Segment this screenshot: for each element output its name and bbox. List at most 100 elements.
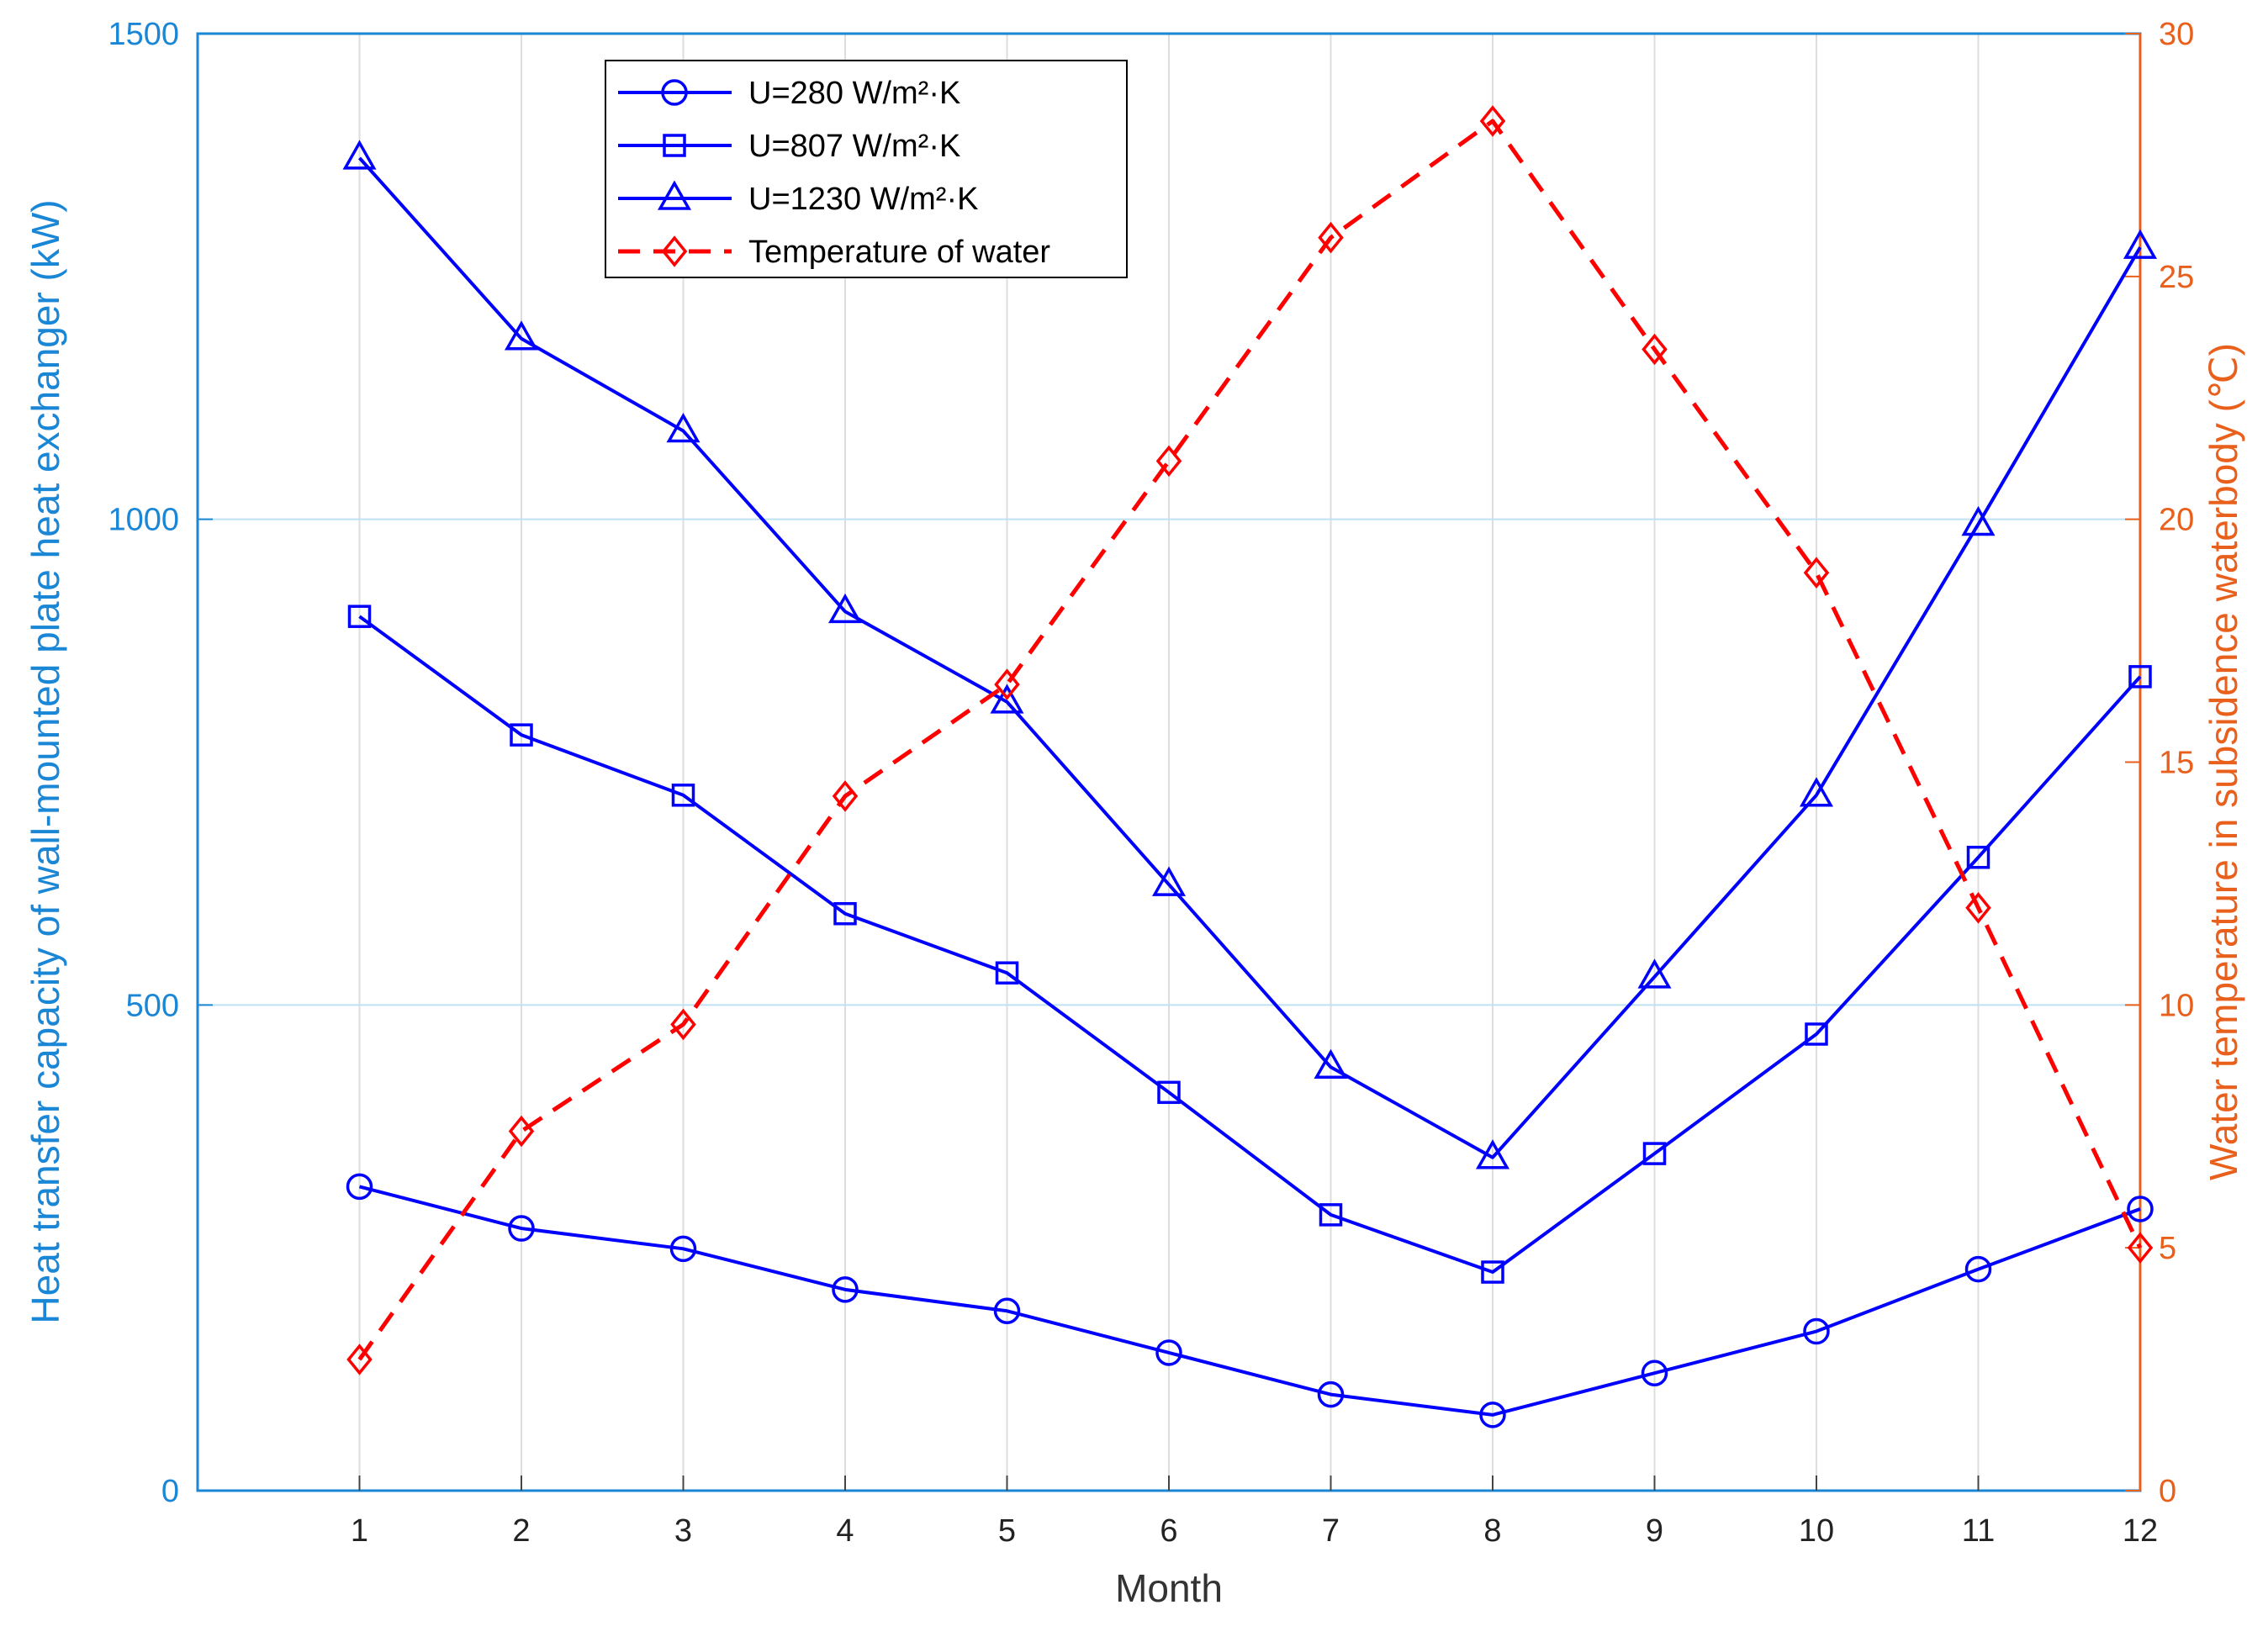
data-point-circle-marker xyxy=(346,1173,373,1201)
right-y-tick-label: 5 xyxy=(2159,1231,2176,1266)
data-point-diamond-marker xyxy=(508,1115,535,1148)
left-y-tick-label: 1500 xyxy=(108,17,179,52)
data-point-circle-marker xyxy=(1803,1317,1830,1345)
legend-items: U=280 W/m²·K U=807 W/m²·K U=1230 W/m²·K Tem… xyxy=(618,76,1050,270)
grid xyxy=(198,34,2141,1491)
right-y-tick-label: 10 xyxy=(2159,988,2194,1023)
data-point-triangle-marker xyxy=(666,412,700,443)
data-point-circle-marker xyxy=(1317,1381,1345,1408)
right-y-tick-label: 20 xyxy=(2159,503,2194,538)
data-point-diamond-marker xyxy=(2127,1232,2154,1264)
series-2 xyxy=(347,604,2152,1284)
x-tick-label: 7 xyxy=(1322,1513,1340,1549)
series-1 xyxy=(346,1173,2154,1428)
right-y-tick-label: 30 xyxy=(2159,17,2194,52)
data-point-square-marker xyxy=(2128,665,2152,689)
legend-item: U=1230 W/m²·K xyxy=(618,180,978,217)
legend-box xyxy=(605,60,1128,278)
x-tick-label: 8 xyxy=(1483,1513,1501,1549)
x-tick-label: 10 xyxy=(1799,1513,1834,1549)
data-point-square-marker xyxy=(1481,1260,1504,1284)
left-y-tick-label: 1000 xyxy=(108,503,179,538)
data-point-circle-marker xyxy=(1479,1402,1506,1428)
data-point-diamond-marker xyxy=(1155,445,1182,478)
legend-item: U=807 W/m²·K xyxy=(618,129,960,164)
data-point-circle-marker xyxy=(1155,1339,1182,1366)
legend-triangle-marker xyxy=(657,180,692,210)
legend-square-marker xyxy=(663,134,686,157)
legend-item: Temperature of water xyxy=(618,235,1050,270)
series-line xyxy=(358,156,2142,1159)
x-tick-label: 4 xyxy=(836,1513,854,1549)
data-point-circle-marker xyxy=(508,1215,535,1242)
data-point-diamond-marker xyxy=(346,1344,373,1375)
x-tick-label: 3 xyxy=(674,1513,692,1549)
data-point-triangle-marker xyxy=(827,593,863,624)
legend-label: U=807 W/m²·K xyxy=(748,129,960,164)
series-group xyxy=(342,105,2158,1428)
data-point-triangle-marker xyxy=(1475,1139,1510,1169)
left-y-tick-label: 0 xyxy=(161,1474,179,1509)
data-point-triangle-marker xyxy=(1961,505,1996,536)
data-point-square-marker xyxy=(1966,845,1990,869)
data-point-triangle-marker xyxy=(1151,866,1187,896)
x-tick-label: 2 xyxy=(512,1513,530,1549)
x-axis: 1 2 3 4 5 6 7 8 9 10 11 12 xyxy=(351,1476,2158,1549)
data-point-circle-marker xyxy=(2127,1196,2154,1222)
data-point-diamond-marker xyxy=(1318,221,1344,254)
data-point-square-marker xyxy=(671,784,695,807)
right-y-tick-label: 0 xyxy=(2159,1474,2176,1509)
data-point-triangle-marker xyxy=(1799,777,1834,807)
series-line xyxy=(357,119,2143,1361)
legend-item: U=280 W/m²·K xyxy=(618,76,960,111)
left-y-axis-title: Heat transfer capacity of wall-mounted p… xyxy=(24,199,67,1323)
data-point-triangle-marker xyxy=(504,320,539,351)
left-y-tick-label: 500 xyxy=(126,988,179,1023)
legend-diamond-marker xyxy=(661,235,688,267)
data-point-square-marker xyxy=(995,961,1019,985)
data-point-square-marker xyxy=(510,723,533,747)
left-y-axis: 0 500 1000 1500 xyxy=(108,17,213,1509)
data-point-circle-marker xyxy=(1964,1255,1992,1283)
data-point-diamond-marker xyxy=(1642,333,1668,366)
data-point-circle-marker xyxy=(669,1235,697,1263)
data-point-square-marker xyxy=(1642,1142,1667,1165)
data-point-square-marker xyxy=(833,901,857,926)
data-point-triangle-marker xyxy=(2123,229,2158,259)
x-tick-label: 9 xyxy=(1646,1513,1663,1549)
data-point-diamond-marker xyxy=(994,668,1020,700)
x-tick-label: 5 xyxy=(998,1513,1016,1549)
data-point-square-marker xyxy=(1319,1203,1343,1227)
x-axis-title: Month xyxy=(1115,1566,1223,1610)
legend-label: U=1230 W/m²·K xyxy=(748,182,978,217)
data-point-diamond-marker xyxy=(832,780,859,812)
x-tick-label: 6 xyxy=(1160,1513,1177,1549)
series-4 xyxy=(346,105,2154,1375)
right-y-tick-label: 15 xyxy=(2159,746,2194,781)
data-point-square-marker xyxy=(1805,1022,1828,1046)
x-tick-label: 1 xyxy=(351,1513,368,1549)
data-point-circle-marker xyxy=(832,1276,859,1303)
data-point-diamond-marker xyxy=(670,1008,696,1041)
series-3 xyxy=(342,140,2158,1169)
legend-label: Temperature of water xyxy=(748,235,1050,270)
series-line xyxy=(359,1185,2141,1417)
data-point-circle-marker xyxy=(1641,1359,1668,1386)
right-y-axis-title: Water temperature in subsidence waterbod… xyxy=(2202,343,2245,1180)
data-point-circle-marker xyxy=(993,1297,1021,1325)
series-line xyxy=(358,615,2142,1275)
x-tick-label: 12 xyxy=(2123,1513,2158,1549)
x-tick-label: 11 xyxy=(1962,1513,1995,1549)
data-point-triangle-marker xyxy=(342,140,377,170)
legend-label: U=280 W/m²·K xyxy=(748,76,960,111)
data-point-triangle-marker xyxy=(1314,1048,1348,1080)
data-point-diamond-marker xyxy=(1965,892,1991,924)
legend-circle-marker xyxy=(661,79,688,106)
right-y-tick-label: 25 xyxy=(2159,260,2194,295)
data-point-square-marker xyxy=(347,604,372,628)
data-point-triangle-marker xyxy=(1637,958,1672,989)
data-point-triangle-marker xyxy=(990,684,1024,714)
data-point-square-marker xyxy=(1157,1080,1181,1105)
legend: U=280 W/m²·K U=807 W/m²·K U=1230 W/m²·K Tem… xyxy=(605,60,1128,278)
